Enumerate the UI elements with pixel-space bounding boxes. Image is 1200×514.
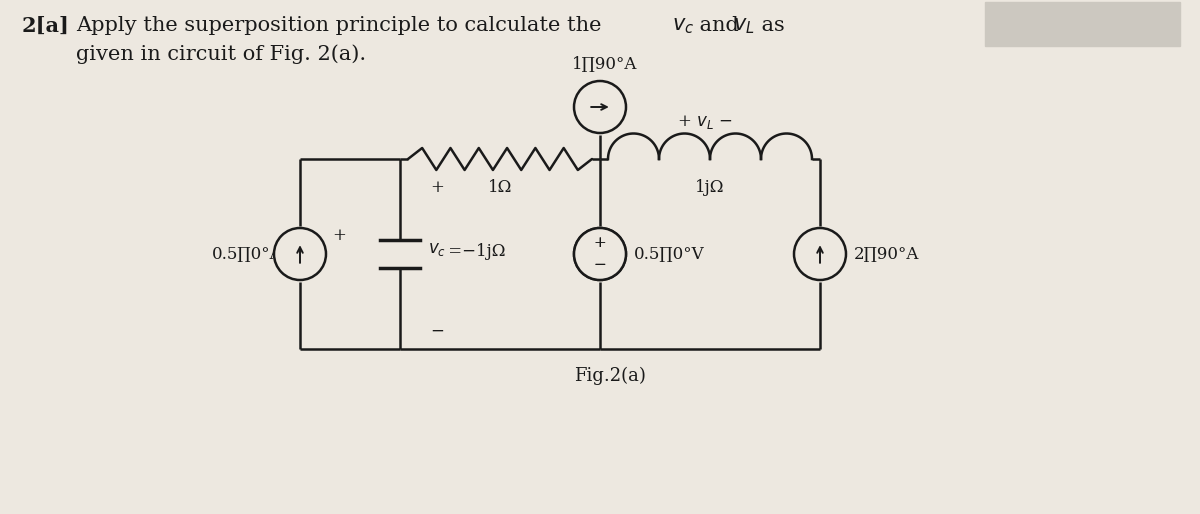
- Text: 1∏90°A: 1∏90°A: [572, 56, 637, 73]
- Text: 1jΩ: 1jΩ: [695, 179, 725, 196]
- Circle shape: [274, 228, 326, 280]
- Text: 1Ω: 1Ω: [488, 179, 512, 196]
- Text: +: +: [332, 228, 346, 245]
- Circle shape: [574, 81, 626, 133]
- Text: $v_L$: $v_L$: [733, 16, 755, 35]
- Text: Fig.2(a): Fig.2(a): [574, 367, 646, 386]
- Text: +: +: [430, 178, 444, 195]
- Circle shape: [574, 228, 626, 280]
- FancyBboxPatch shape: [985, 2, 1180, 46]
- Text: −: −: [430, 322, 444, 340]
- Text: −: −: [594, 258, 606, 272]
- Circle shape: [794, 228, 846, 280]
- Text: −: −: [594, 258, 606, 272]
- Text: =−1jΩ: =−1jΩ: [443, 243, 505, 260]
- Text: Apply the superposition principle to calculate the: Apply the superposition principle to cal…: [76, 16, 608, 35]
- Text: 2[a]: 2[a]: [22, 16, 70, 36]
- Text: $v_c$: $v_c$: [428, 241, 446, 258]
- Text: $v_c$: $v_c$: [672, 16, 694, 35]
- Text: given in circuit of Fig. 2(a).: given in circuit of Fig. 2(a).: [76, 44, 366, 64]
- Circle shape: [574, 228, 626, 280]
- Text: 2∏90°A: 2∏90°A: [854, 246, 919, 263]
- Text: and: and: [694, 16, 745, 35]
- Text: as: as: [755, 16, 785, 35]
- Text: + $v_L$ −: + $v_L$ −: [677, 113, 733, 131]
- Text: 0.5∏0°V: 0.5∏0°V: [634, 246, 704, 263]
- Text: +: +: [594, 236, 606, 250]
- Text: +: +: [594, 236, 606, 250]
- Text: 0.5∏0°A: 0.5∏0°A: [212, 246, 283, 263]
